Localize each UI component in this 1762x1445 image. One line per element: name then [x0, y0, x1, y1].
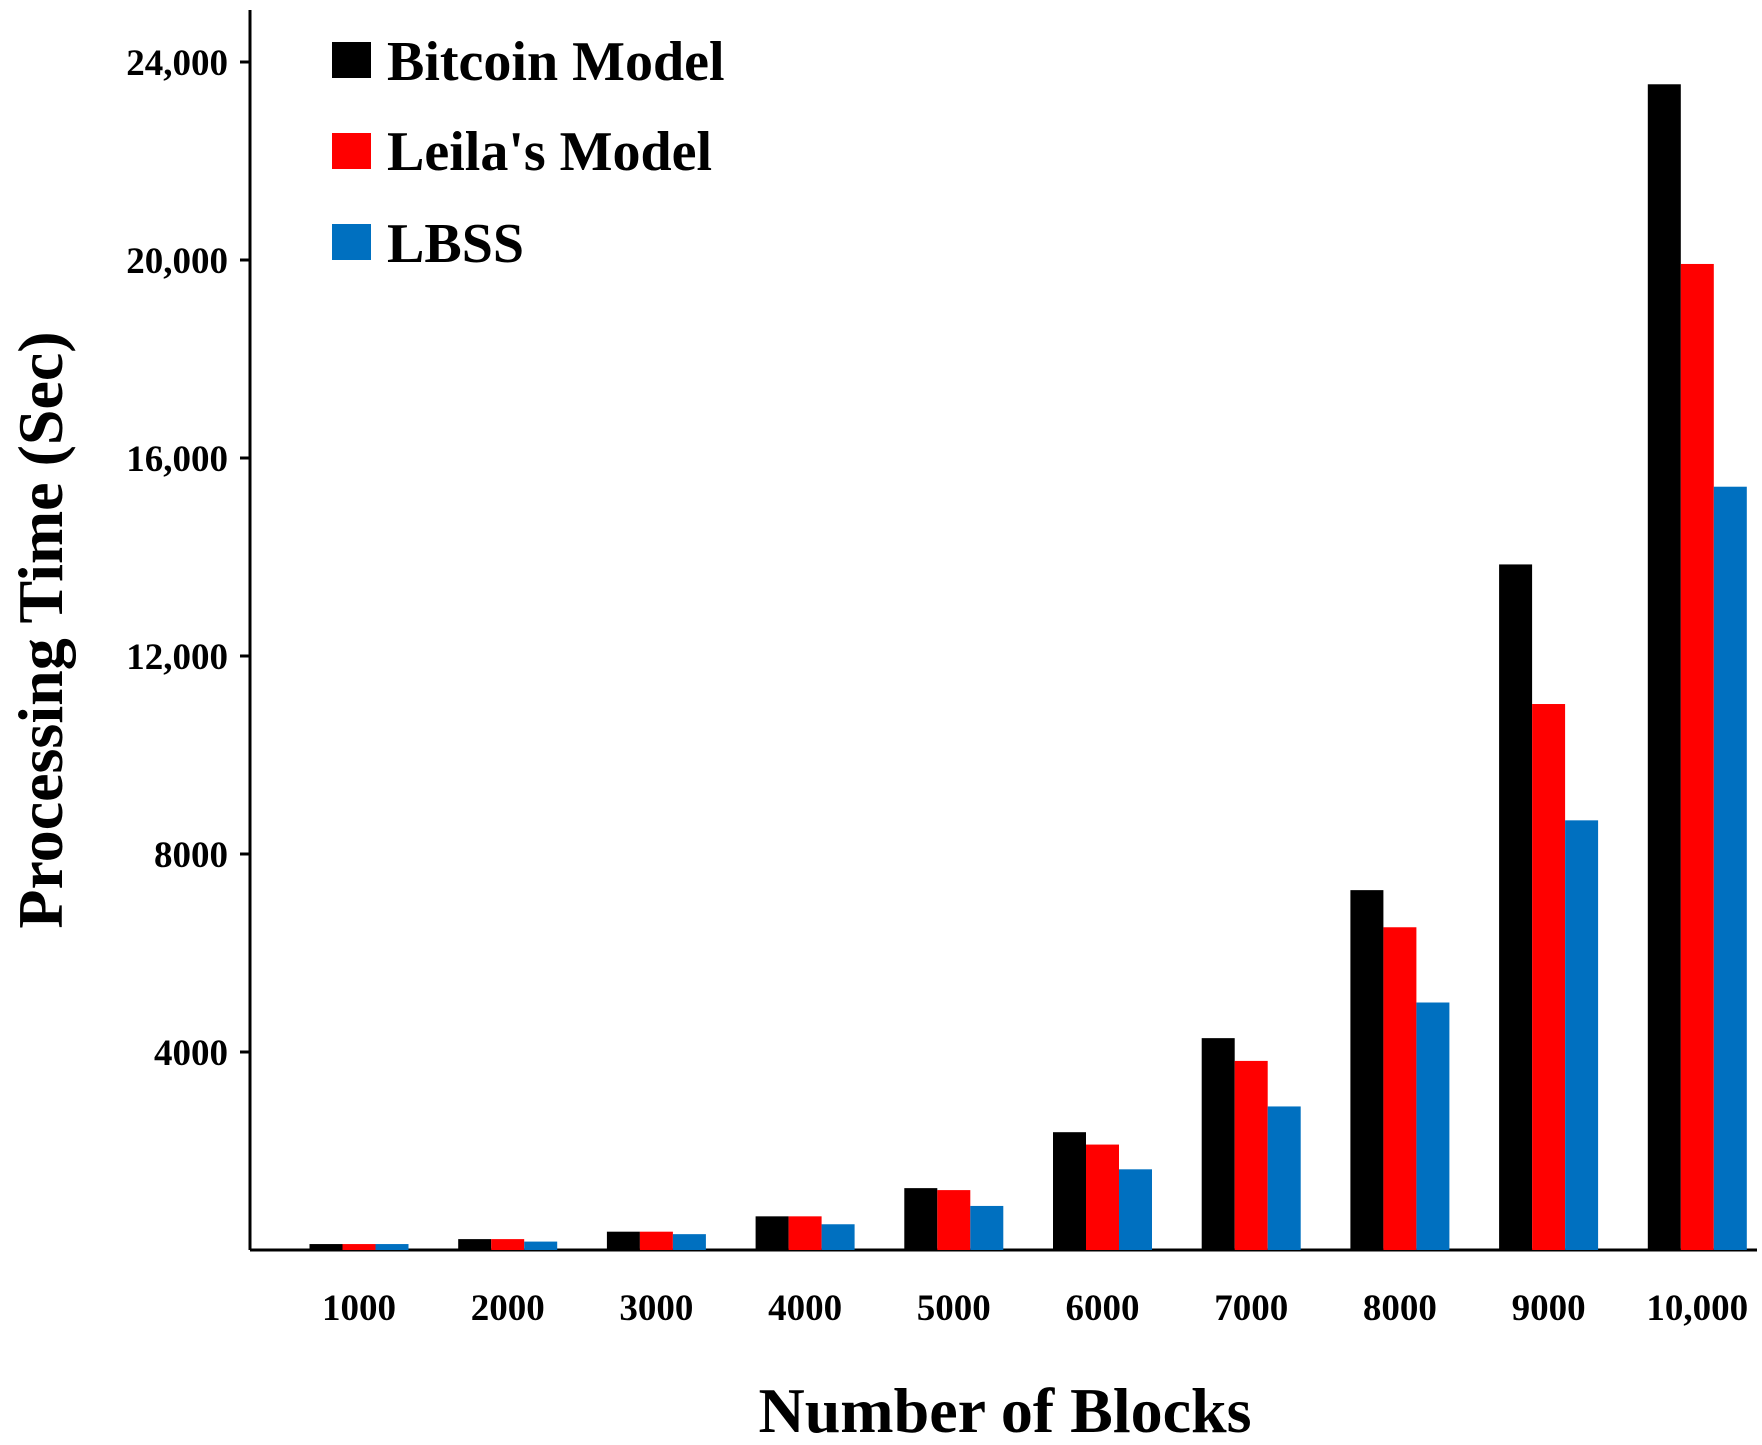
x-tick-label: 4000: [768, 1288, 842, 1329]
bar-leila-s-model-4000: [788, 1216, 822, 1250]
legend-swatch-lbss: [332, 224, 371, 260]
legend-label-bitcoin: Bitcoin Model: [387, 31, 725, 93]
bar-leila-s-model-2000: [491, 1239, 525, 1250]
bar-leila-s-model-10000: [1680, 263, 1714, 1251]
bar-lbss-5000: [970, 1205, 1004, 1250]
x-tick-label: 7000: [1214, 1288, 1288, 1329]
bar-lbss-4000: [821, 1224, 855, 1250]
bar-bitcoin-model-6000: [1053, 1132, 1086, 1250]
x-tick-label: 9000: [1512, 1288, 1586, 1329]
bar-leila-s-model-3000: [639, 1231, 673, 1250]
x-ticks: 1000 2000 3000 4000 5000 6000 7000 8000 9000 10,0…: [322, 1288, 1748, 1329]
bars: [309, 84, 1747, 1251]
bar-leila-s-model-9000: [1532, 704, 1566, 1250]
legend-swatch-leila: [332, 133, 371, 169]
bar-lbss-2000: [524, 1241, 558, 1250]
x-axis-title: Number of Blocks: [758, 1375, 1251, 1445]
x-tick-label: 2000: [471, 1288, 545, 1329]
y-axis-title: Processing Time (Sec): [5, 331, 76, 928]
bar-bitcoin-model-2000: [458, 1239, 492, 1250]
x-tick-label: 1000: [322, 1288, 396, 1329]
x-tick-label: 6000: [1066, 1288, 1140, 1329]
y-tick-label: 12,000: [126, 637, 228, 678]
legend-swatch-bitcoin: [332, 42, 371, 78]
bar-leila-s-model-7000: [1234, 1060, 1268, 1250]
x-tick-label: 3000: [619, 1288, 693, 1329]
bar-bitcoin-model-8000: [1350, 890, 1384, 1250]
bar-leila-s-model-6000: [1086, 1144, 1119, 1250]
bar-leila-s-model-1000: [342, 1244, 376, 1250]
bar-lbss-9000: [1565, 820, 1599, 1250]
y-tick-label: 24,000: [126, 43, 228, 84]
legend: Bitcoin Model Leila's Model LBSS: [332, 31, 725, 275]
bar-bitcoin-model-4000: [755, 1216, 789, 1250]
bar-bitcoin-model-7000: [1201, 1038, 1235, 1250]
y-tick-label: 16,000: [126, 439, 228, 480]
bar-bitcoin-model-3000: [606, 1231, 640, 1250]
bar-leila-s-model-8000: [1383, 927, 1417, 1250]
bar-lbss-3000: [672, 1234, 706, 1250]
bar-lbss-1000: [375, 1244, 409, 1250]
bar-lbss-8000: [1416, 1002, 1450, 1250]
y-tick-label: 20,000: [126, 241, 228, 282]
legend-label-leila: Leila's Model: [387, 121, 712, 183]
bar-bitcoin-model-9000: [1499, 564, 1533, 1250]
bar-bitcoin-model-1000: [309, 1244, 343, 1250]
y-ticks: 4000 8000 12,000 16,000 20,000 24,000: [126, 43, 250, 1074]
x-tick-label: 5000: [917, 1288, 991, 1329]
x-tick-label: 10,000: [1646, 1288, 1748, 1329]
bar-lbss-6000: [1119, 1169, 1152, 1250]
y-tick-label: 8000: [154, 835, 228, 876]
x-tick-label: 8000: [1363, 1288, 1437, 1329]
bar-lbss-10000: [1713, 486, 1747, 1251]
legend-label-lbss: LBSS: [387, 213, 524, 275]
bar-bitcoin-model-5000: [904, 1188, 938, 1250]
bar-lbss-7000: [1267, 1106, 1301, 1250]
bar-leila-s-model-5000: [937, 1190, 971, 1250]
y-tick-label: 4000: [154, 1033, 228, 1074]
bar-bitcoin-model-10000: [1647, 84, 1681, 1250]
